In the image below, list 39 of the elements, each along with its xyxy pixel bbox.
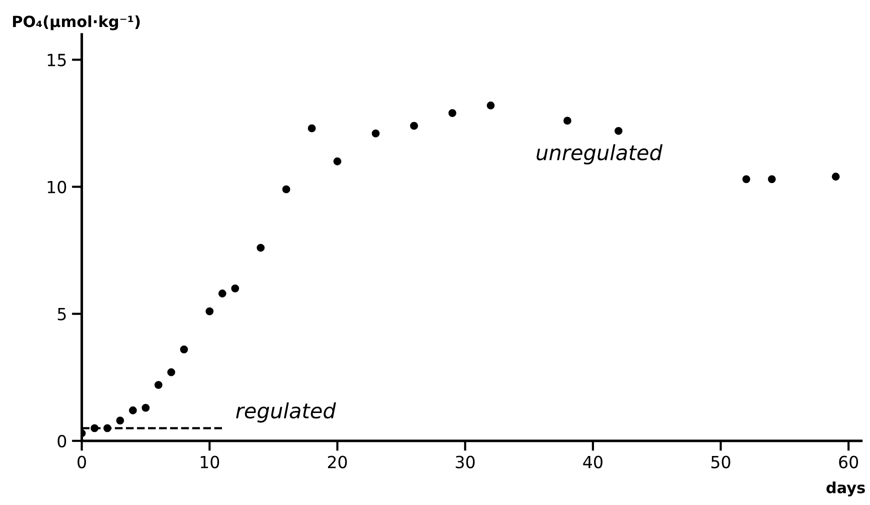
point	[486, 102, 495, 110]
point	[832, 172, 840, 181]
point	[128, 406, 137, 414]
point	[218, 290, 226, 298]
point	[256, 244, 265, 252]
annotation: regulated	[236, 402, 336, 423]
x-tick-label: 30	[456, 456, 475, 468]
point	[410, 122, 418, 130]
point	[372, 129, 380, 138]
x-tick-label: 20	[328, 456, 347, 468]
y-tick-label: 15	[48, 54, 66, 66]
point	[167, 368, 176, 376]
point	[448, 109, 456, 118]
x-tick-label: 40	[583, 456, 602, 468]
point	[768, 175, 776, 184]
y-axis-title: PO₄(µmol·kg⁻¹)	[13, 15, 140, 30]
point	[614, 126, 622, 135]
point	[563, 116, 572, 125]
point	[90, 424, 99, 432]
point	[308, 124, 316, 132]
x-tick-label: 0	[78, 456, 86, 468]
point	[103, 424, 112, 432]
point	[154, 381, 162, 389]
y-tick-label: 10	[48, 180, 66, 194]
y-tick-label: 5	[58, 308, 66, 320]
point	[142, 404, 150, 412]
y-tick-label: 0	[58, 434, 66, 448]
point	[742, 175, 750, 184]
point	[180, 345, 188, 354]
point	[116, 416, 124, 424]
x-tick-label: 10	[200, 456, 220, 468]
point	[231, 284, 240, 292]
x-axis-title: days	[826, 482, 865, 496]
x-tick-label: 50	[711, 456, 730, 468]
point	[206, 307, 214, 316]
annotation: unregulated	[536, 144, 663, 164]
point	[333, 157, 342, 166]
point	[282, 185, 290, 194]
x-tick-label: 60	[839, 456, 858, 468]
